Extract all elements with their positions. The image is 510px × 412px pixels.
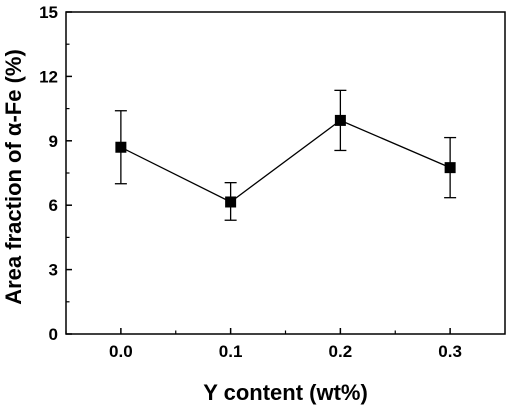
series-line xyxy=(120,119,451,203)
y-tick-label: 6 xyxy=(49,196,58,215)
y-tick-label: 12 xyxy=(39,67,58,86)
y-tick-label: 9 xyxy=(49,132,58,151)
data-series xyxy=(114,89,457,221)
axis-ticks xyxy=(65,11,451,335)
data-point-square xyxy=(115,141,127,153)
y-axis-title: Area fraction of α-Fe (%) xyxy=(1,49,26,305)
data-point-square xyxy=(444,162,456,174)
axis-tick-labels: 0.0 0.1 0.2 0.3 0 3 6 9 12 15 xyxy=(39,3,462,361)
data-point-square xyxy=(225,196,237,208)
data-point-square xyxy=(334,114,346,126)
y-tick-label: 3 xyxy=(49,261,58,280)
x-tick-label: 0.0 xyxy=(109,342,133,361)
plot-frame xyxy=(65,11,506,335)
plot-border xyxy=(65,11,506,335)
x-axis-title: Y content (wt%) xyxy=(203,380,368,405)
y-tick-label: 0 xyxy=(49,325,58,344)
x-tick-label: 0.1 xyxy=(219,342,243,361)
x-tick-label: 0.2 xyxy=(329,342,353,361)
x-tick-label: 0.3 xyxy=(438,342,462,361)
y-tick-label: 15 xyxy=(39,3,58,22)
